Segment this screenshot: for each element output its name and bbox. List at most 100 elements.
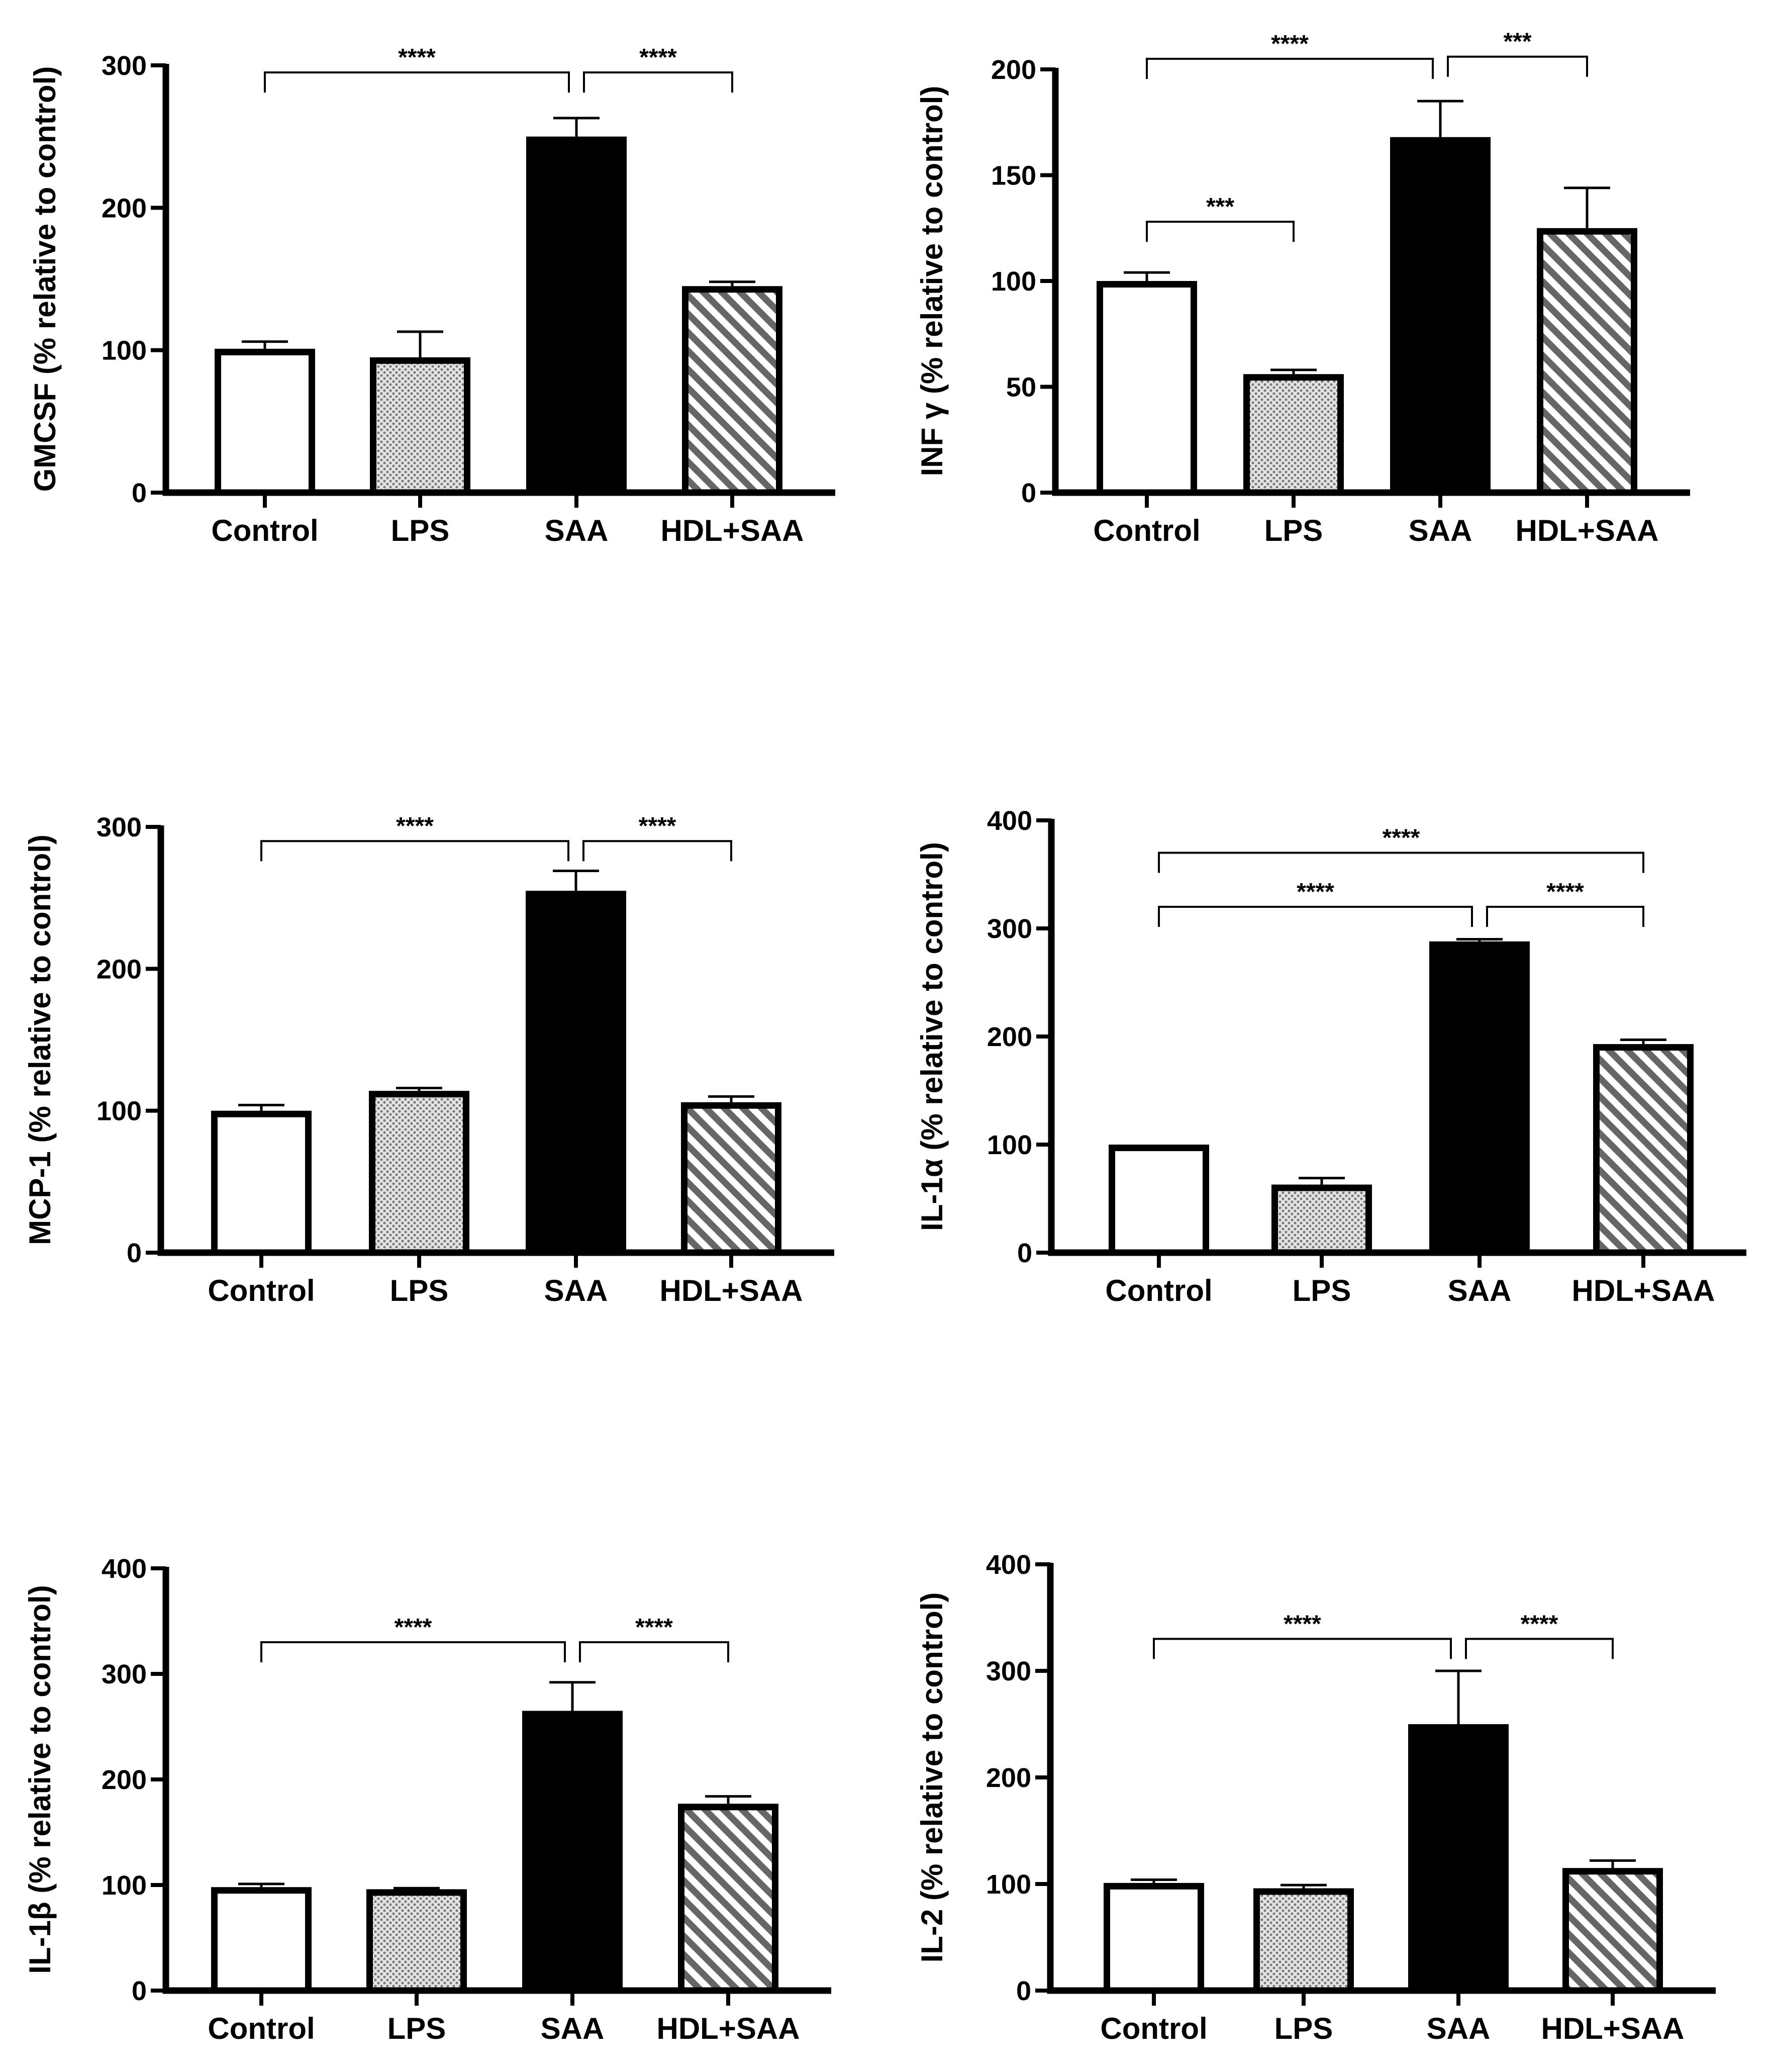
significance-bracket-2 — [1447, 55, 1588, 77]
category-label-hdl-saa: HDL+SAA — [660, 514, 804, 547]
significance-label-2: **** — [639, 813, 676, 839]
significance-bracket-1 — [260, 840, 569, 862]
bar-lps — [1271, 1184, 1372, 1256]
y-tick-label-0: 0 — [1017, 1238, 1032, 1268]
significance-bracket-1 — [260, 1641, 566, 1662]
category-label-lps: LPS — [387, 2012, 446, 2045]
y-tick-label-200: 200 — [96, 954, 142, 984]
bar-hdl-saa — [678, 1804, 778, 1994]
bar-saa — [1429, 941, 1530, 1256]
y-tick-label-300: 300 — [96, 812, 142, 842]
bar-hdl-saa — [1593, 1044, 1694, 1256]
category-label-hdl-saa: HDL+SAA — [656, 2012, 800, 2045]
bar-hdl-saa — [1537, 228, 1637, 496]
bar-control — [211, 1887, 312, 1994]
panel-il-2: 0 100 200 300 400 Control LPS SAA HDL+SAA IL-2 (%… — [915, 1550, 1716, 2045]
bar-lps — [1243, 374, 1344, 496]
significance-bracket-1 — [264, 71, 570, 93]
bar-hdl-saa — [682, 286, 782, 496]
y-tick-label-0: 0 — [1016, 1976, 1031, 2006]
y-tick-label-400: 400 — [987, 806, 1032, 836]
panel-il-1-alpha: 0 100 200 300 400 Control LPS SAA HDL+SAA IL-1α (… — [915, 806, 1746, 1307]
category-label-saa: SAA — [1427, 2012, 1491, 2045]
significance-label-2: **** — [1521, 1611, 1558, 1637]
y-tick-label-100: 100 — [986, 1869, 1031, 1900]
category-label-lps: LPS — [391, 514, 450, 547]
y-axis-label: IL-1α (% relative to control) — [915, 842, 949, 1231]
panel-inf-gamma: 0 50 100 150 200 Control LPS SAA HDL+SAA INF γ (%… — [915, 29, 1690, 547]
significance-bracket-1 — [1158, 852, 1644, 873]
y-tick-label-100: 100 — [102, 1870, 147, 1901]
category-label-control: Control — [1100, 2012, 1207, 2045]
category-label-control: Control — [211, 514, 318, 547]
significance-bracket-3 — [1486, 906, 1644, 927]
category-label-saa: SAA — [545, 514, 609, 547]
panel-gmcsf: 0 100 200 300 Control LPS SAA HDL+SAA GMCSF (% r… — [28, 44, 835, 547]
significance-label-1: **** — [1284, 1611, 1321, 1637]
significance-bracket-2 — [583, 71, 733, 93]
category-label-hdl-saa: HDL+SAA — [659, 1274, 803, 1307]
category-label-hdl-saa: HDL+SAA — [1515, 514, 1658, 547]
category-label-lps: LPS — [390, 1274, 449, 1307]
panel-il-1-beta: 0 100 200 300 400 Control LPS SAA HDL+SAA IL-1β (… — [23, 1554, 831, 2045]
y-tick-label-300: 300 — [102, 51, 147, 81]
category-label-control: Control — [208, 2012, 315, 2045]
significance-label-1: **** — [396, 813, 434, 839]
y-tick-label-0: 0 — [132, 1976, 147, 2006]
significance-label-2: **** — [639, 44, 677, 71]
bar-control — [1109, 1145, 1209, 1256]
category-label-saa: SAA — [544, 1274, 608, 1307]
y-tick-label-400: 400 — [102, 1554, 147, 1584]
bar-saa — [1390, 137, 1491, 496]
category-label-lps: LPS — [1293, 1274, 1351, 1307]
significance-bracket-2 — [582, 840, 732, 862]
y-axis-label: MCP-1 (% relative to control) — [23, 834, 57, 1245]
y-tick-label-300: 300 — [102, 1659, 147, 1689]
bar-control — [211, 1110, 312, 1256]
category-label-lps: LPS — [1264, 514, 1323, 547]
y-tick-label-400: 400 — [986, 1550, 1031, 1580]
y-tick-label-100: 100 — [991, 266, 1036, 297]
category-label-saa: SAA — [1409, 514, 1472, 547]
category-label-lps: LPS — [1274, 2012, 1333, 2045]
y-tick-label-200: 200 — [986, 1763, 1031, 1793]
significance-bracket-3 — [1146, 221, 1295, 242]
significance-label-1: **** — [1383, 825, 1420, 852]
y-axis-label: IL-1β (% relative to control) — [23, 1585, 57, 1973]
y-axis-label: IL-2 (% relative to control) — [915, 1592, 949, 1963]
y-tick-label-200: 200 — [102, 193, 147, 223]
significance-bracket-1 — [1153, 1638, 1452, 1659]
bar-saa — [526, 136, 627, 496]
bar-lps — [369, 1091, 469, 1256]
category-label-control: Control — [1105, 1274, 1212, 1307]
significance-label-2: **** — [635, 1614, 673, 1641]
y-tick-label-200: 200 — [102, 1765, 147, 1795]
significance-label-1: **** — [1271, 31, 1309, 57]
category-label-saa: SAA — [1448, 1274, 1512, 1307]
y-tick-label-100: 100 — [102, 336, 147, 366]
bar-control — [1097, 281, 1197, 496]
significance-label-3: **** — [1546, 879, 1584, 905]
category-label-control: Control — [1093, 514, 1200, 547]
bar-saa — [526, 891, 626, 1256]
category-label-control: Control — [208, 1274, 315, 1307]
y-tick-label-150: 150 — [991, 161, 1036, 191]
bar-saa — [522, 1711, 623, 1994]
y-tick-label-0: 0 — [127, 1238, 142, 1268]
y-tick-label-0: 0 — [132, 478, 147, 508]
bar-hdl-saa — [1562, 1868, 1663, 1994]
y-tick-label-300: 300 — [986, 1656, 1031, 1686]
y-tick-label-300: 300 — [987, 914, 1032, 944]
bar-lps — [366, 1889, 467, 1994]
bar-lps — [370, 357, 470, 496]
significance-label-1: **** — [395, 1614, 432, 1641]
y-axis-label: GMCSF (% relative to control) — [28, 66, 62, 492]
significance-bracket-2 — [1158, 906, 1473, 927]
bar-control — [1104, 1882, 1204, 1994]
significance-bracket-2 — [579, 1641, 729, 1662]
significance-label-2: **** — [1297, 879, 1334, 905]
panel-mcp-1: 0 100 200 300 Control LPS SAA HDL+SAA MCP-1 (% r… — [23, 812, 834, 1307]
bar-saa — [1408, 1724, 1509, 1994]
bar-hdl-saa — [681, 1102, 781, 1256]
